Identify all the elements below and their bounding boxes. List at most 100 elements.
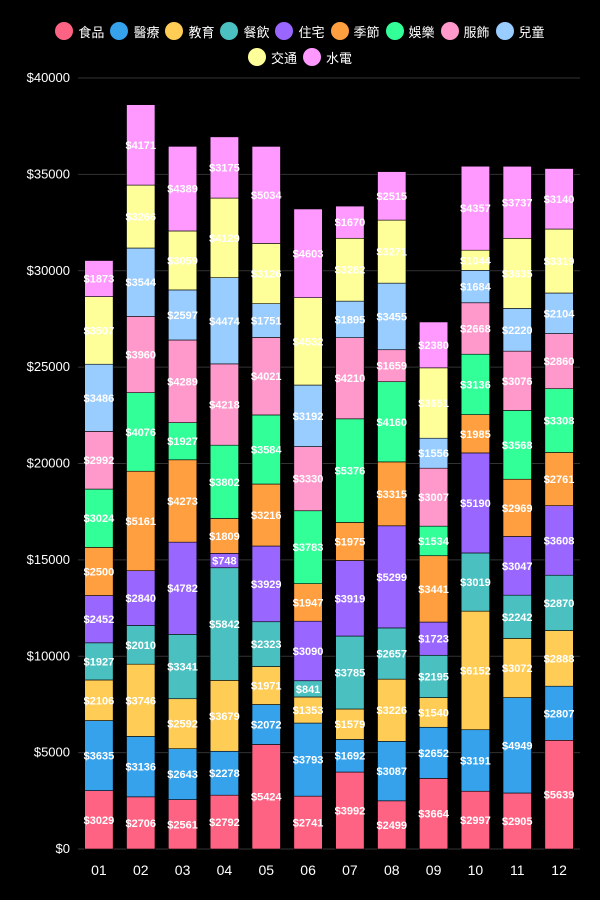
bar-segment[interactable] (377, 741, 407, 802)
bar-segment[interactable] (419, 621, 449, 656)
bar-segment[interactable] (126, 570, 156, 626)
bar-segment[interactable] (502, 308, 532, 352)
bar-segment[interactable] (84, 642, 114, 681)
legend-item[interactable]: 住宅 (275, 22, 325, 40)
bar-segment[interactable] (251, 243, 281, 304)
legend-item[interactable]: 交通 (247, 48, 297, 66)
bar-segment[interactable] (460, 165, 490, 251)
bar-segment[interactable] (251, 414, 281, 485)
bar-segment[interactable] (293, 297, 323, 386)
bar-segment[interactable] (544, 452, 574, 506)
bar-segment[interactable] (544, 630, 574, 687)
bar-segment[interactable] (126, 316, 156, 393)
bar-segment[interactable] (502, 410, 532, 480)
bar-segment[interactable] (84, 679, 114, 721)
bar-segment[interactable] (419, 321, 449, 369)
legend-item[interactable]: 服飾 (440, 22, 490, 40)
bar-segment[interactable] (126, 184, 156, 249)
bar-segment[interactable] (251, 337, 281, 416)
bar-segment[interactable] (126, 736, 156, 798)
bar-segment[interactable] (544, 228, 574, 294)
bar-segment[interactable] (209, 363, 239, 446)
bar-segment[interactable] (251, 483, 281, 547)
bar-segment[interactable] (293, 722, 323, 797)
bar-segment[interactable] (293, 696, 323, 724)
bar-segment[interactable] (460, 414, 490, 454)
bar-segment[interactable] (419, 367, 449, 439)
bar-segment[interactable] (209, 444, 239, 519)
bar-segment[interactable] (126, 796, 156, 850)
bar-segment[interactable] (209, 794, 239, 850)
legend-item[interactable]: 教育 (165, 22, 214, 40)
bar-segment[interactable] (502, 638, 532, 698)
bar-segment[interactable] (126, 663, 156, 737)
bar-segment[interactable] (335, 739, 365, 773)
bar-segment[interactable] (377, 349, 407, 383)
bar-segment[interactable] (168, 339, 198, 423)
bar-segment[interactable] (335, 205, 365, 239)
bar-segment[interactable] (293, 384, 323, 447)
bar-segment[interactable] (293, 510, 323, 584)
bar-segment[interactable] (84, 296, 114, 365)
bar-segment[interactable] (168, 541, 198, 635)
legend-item[interactable]: 兒童 (495, 22, 545, 40)
bar-segment[interactable] (126, 104, 156, 186)
bar-segment[interactable] (84, 431, 114, 490)
bar-segment[interactable] (544, 685, 574, 741)
bar-segment[interactable] (209, 136, 239, 199)
bar-segment[interactable] (335, 771, 365, 850)
bar-segment[interactable] (168, 634, 198, 700)
bar-segment[interactable] (335, 300, 365, 338)
bar-segment[interactable] (84, 488, 114, 548)
bar-segment[interactable] (251, 744, 281, 850)
bar-segment[interactable] (126, 247, 156, 317)
bar-segment[interactable] (502, 594, 532, 639)
legend-item[interactable]: 水電 (303, 48, 352, 66)
bar-segment[interactable] (293, 795, 323, 850)
bar-segment[interactable] (460, 790, 490, 850)
bar-segment[interactable] (335, 560, 365, 637)
bar-segment[interactable] (502, 478, 532, 537)
bar-segment[interactable] (377, 800, 407, 850)
bar-segment[interactable] (544, 505, 574, 576)
bar-segment[interactable] (544, 574, 574, 631)
bar-segment[interactable] (209, 567, 239, 681)
bar-segment[interactable] (544, 333, 574, 389)
bar-segment[interactable] (209, 197, 239, 278)
bar-segment[interactable] (126, 470, 156, 572)
bar-segment[interactable] (335, 708, 365, 740)
bar-segment[interactable] (335, 237, 365, 302)
bar-segment[interactable] (84, 720, 114, 791)
legend-item[interactable]: 食品 (55, 22, 104, 40)
bar-segment[interactable] (419, 726, 449, 779)
bar-segment[interactable] (293, 208, 323, 298)
bar-segment[interactable] (460, 729, 490, 792)
bar-segment[interactable] (502, 792, 532, 850)
bar-segment[interactable] (251, 146, 281, 244)
bar-segment[interactable] (168, 289, 198, 341)
bar-segment[interactable] (209, 518, 239, 554)
bar-segment[interactable] (377, 461, 407, 527)
bar-segment[interactable] (377, 282, 407, 351)
bar-segment[interactable] (502, 536, 532, 596)
bar-segment[interactable] (168, 799, 198, 850)
bar-segment[interactable] (419, 525, 449, 557)
bar-segment[interactable] (84, 790, 114, 850)
bar-segment[interactable] (168, 230, 198, 291)
bar-segment[interactable] (377, 171, 407, 221)
bar-segment[interactable] (419, 437, 449, 469)
legend-item[interactable]: 娛樂 (385, 22, 435, 40)
bar-segment[interactable] (251, 666, 281, 705)
bar-segment[interactable] (460, 610, 490, 731)
bar-segment[interactable] (335, 522, 365, 561)
bar-segment[interactable] (460, 270, 490, 304)
bar-segment[interactable] (168, 146, 198, 232)
bar-segment[interactable] (419, 778, 449, 850)
bar-segment[interactable] (460, 552, 490, 612)
bar-segment[interactable] (335, 418, 365, 523)
bar-segment[interactable] (293, 446, 323, 512)
bar-segment[interactable] (168, 748, 198, 800)
bar-segment[interactable] (502, 165, 532, 239)
bar-segment[interactable] (251, 621, 281, 667)
bar-segment[interactable] (419, 654, 449, 698)
